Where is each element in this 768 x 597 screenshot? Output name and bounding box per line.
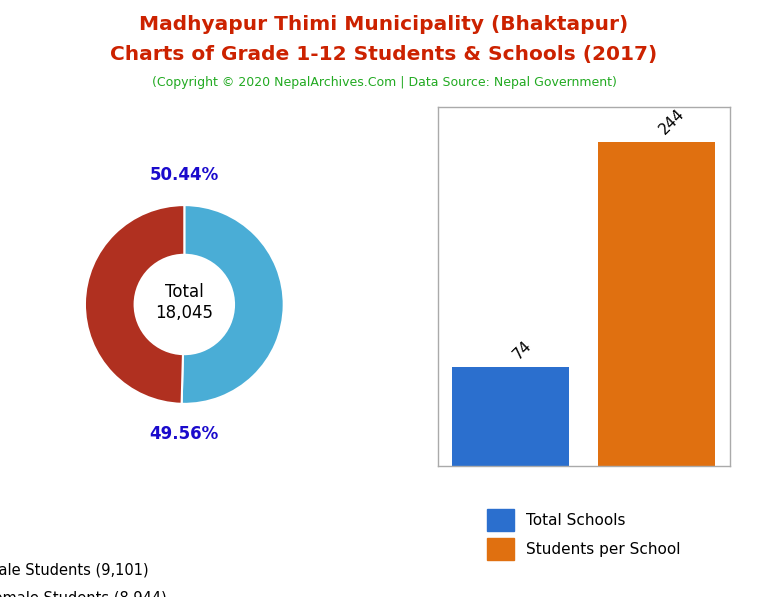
Bar — [598, 142, 715, 466]
Text: (Copyright © 2020 NepalArchives.Com | Data Source: Nepal Government): (Copyright © 2020 NepalArchives.Com | Da… — [151, 76, 617, 90]
Text: 74: 74 — [511, 338, 535, 362]
Legend: Male Students (9,101), Female Students (8,944): Male Students (9,101), Female Students (… — [0, 559, 167, 597]
Text: Total
18,045: Total 18,045 — [155, 283, 214, 322]
Bar — [452, 368, 569, 466]
Text: 50.44%: 50.44% — [150, 167, 219, 184]
Wedge shape — [181, 205, 283, 404]
Text: Charts of Grade 1-12 Students & Schools (2017): Charts of Grade 1-12 Students & Schools … — [111, 45, 657, 64]
Legend: Total Schools, Students per School: Total Schools, Students per School — [487, 509, 680, 560]
Wedge shape — [85, 205, 184, 404]
Text: 244: 244 — [657, 106, 687, 137]
Text: 49.56%: 49.56% — [150, 424, 219, 442]
Text: Madhyapur Thimi Municipality (Bhaktapur): Madhyapur Thimi Municipality (Bhaktapur) — [139, 15, 629, 34]
